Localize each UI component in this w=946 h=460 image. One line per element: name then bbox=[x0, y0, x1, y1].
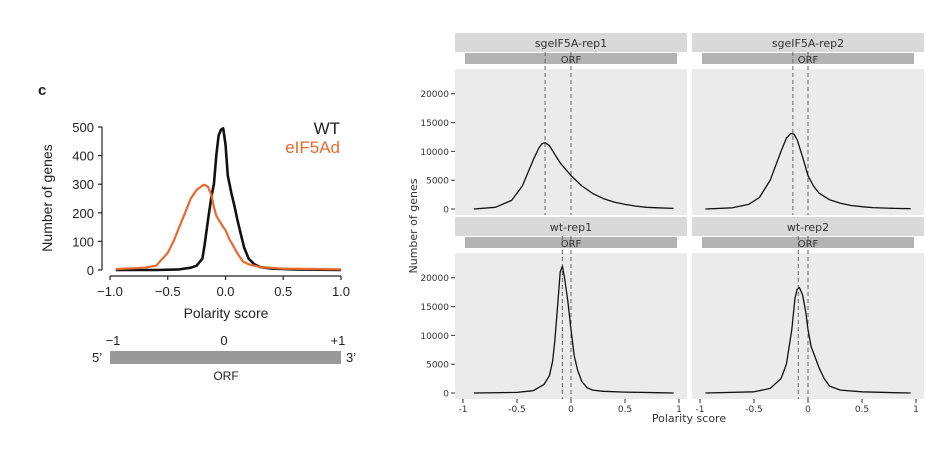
facet-y-tick-label: 15000 bbox=[420, 303, 449, 313]
legend-eif5ad: eIF5Ad bbox=[285, 138, 340, 157]
facet-y-tick-label: 15000 bbox=[420, 119, 449, 129]
facet-x-tick-label: -0.5 bbox=[745, 405, 763, 415]
series-line-wt bbox=[115, 127, 342, 272]
facet-title: wt-rep1 bbox=[550, 221, 592, 234]
orf-zero: 0 bbox=[220, 333, 227, 348]
facet-density-line bbox=[473, 265, 674, 394]
facet-title: wt-rep2 bbox=[787, 221, 829, 234]
orf-minus-one: −1 bbox=[106, 333, 121, 348]
left-y-tick-label: 300 bbox=[72, 177, 94, 192]
facet-density-line bbox=[705, 132, 911, 210]
orf-plus-one: +1 bbox=[331, 333, 346, 348]
facet-strip bbox=[692, 33, 924, 52]
left-x-tick-label: −1.0 bbox=[97, 284, 123, 299]
facet-orf-strip bbox=[465, 53, 677, 64]
left-x-tick-label: 1.0 bbox=[332, 284, 350, 299]
facet-y-axis-label: Number of genes bbox=[407, 178, 420, 273]
facet-x-tick-label: -0.5 bbox=[508, 405, 526, 415]
orf-bar bbox=[110, 351, 341, 364]
left-chart: c −1.0 −0.5 0.0 0.5 1.0 0 100 200 300 400 500 WT e… bbox=[38, 82, 356, 383]
left-x-axis-label: Polarity score bbox=[184, 305, 269, 321]
facet-x-tick-label: 1 bbox=[913, 405, 919, 415]
series-line-eif5ad bbox=[115, 183, 342, 271]
facet-orf-strip bbox=[702, 53, 914, 64]
left-x-tick-label: 0.0 bbox=[216, 284, 234, 299]
facet-x-tick-label: 1 bbox=[676, 405, 682, 415]
left-x-tick-label: 0.5 bbox=[274, 284, 292, 299]
left-axes: −1.0 −0.5 0.0 0.5 1.0 0 100 200 300 400 500 bbox=[72, 120, 350, 299]
facet-strip bbox=[455, 217, 687, 236]
facet-y-tick-label: 10000 bbox=[420, 332, 449, 342]
facet-density-line bbox=[473, 142, 674, 210]
facet-orf-strip bbox=[465, 237, 677, 248]
left-y-tick-label: 100 bbox=[72, 234, 94, 249]
panel-label: c bbox=[38, 82, 46, 99]
facet-density-line bbox=[705, 286, 911, 394]
facet-grid: sgeIF5A-rep1ORF05000100001500020000sgeIF… bbox=[420, 33, 924, 415]
legend-wt: WT bbox=[314, 119, 340, 138]
facet-y-tick-label: 0 bbox=[443, 390, 449, 400]
left-y-tick-label: 0 bbox=[87, 263, 94, 278]
facet-x-tick-label: -1 bbox=[696, 405, 705, 415]
facet-y-tick-label: 5000 bbox=[426, 361, 449, 371]
facet-panel-bg bbox=[455, 69, 687, 215]
facet-panel-bg bbox=[692, 69, 924, 215]
left-x-tick-label: −0.5 bbox=[155, 284, 181, 299]
facet-y-tick-label: 20000 bbox=[420, 90, 449, 100]
left-y-axis-label: Number of genes bbox=[39, 144, 55, 251]
facet-title: sgeIF5A-rep1 bbox=[535, 37, 607, 50]
facet-strip bbox=[692, 217, 924, 236]
left-series-lines bbox=[115, 127, 342, 272]
facet-x-tick-label: 0 bbox=[568, 405, 574, 415]
facet-x-tick-label: 0 bbox=[805, 405, 811, 415]
facet-x-tick-label: 0.5 bbox=[618, 405, 632, 415]
five-prime-label: 5’ bbox=[92, 350, 102, 365]
left-y-tick-label: 200 bbox=[72, 206, 94, 221]
left-y-tick-label: 400 bbox=[72, 149, 94, 164]
facet-title: sgeIF5A-rep2 bbox=[772, 37, 844, 50]
facet-y-tick-label: 5000 bbox=[426, 177, 449, 187]
facet-x-axis-label: Polarity score bbox=[652, 412, 726, 425]
facet-strip bbox=[455, 33, 687, 52]
facet-x-tick-label: -1 bbox=[459, 405, 468, 415]
facet-orf-strip bbox=[702, 237, 914, 248]
facet-y-tick-label: 20000 bbox=[420, 274, 449, 284]
orf-bar-label: ORF bbox=[213, 369, 238, 383]
facet-y-tick-label: 0 bbox=[443, 206, 449, 216]
left-y-tick-label: 500 bbox=[72, 120, 94, 135]
facet-y-tick-label: 10000 bbox=[420, 148, 449, 158]
facet-x-tick-label: 0.5 bbox=[855, 405, 869, 415]
three-prime-label: 3’ bbox=[346, 350, 356, 365]
